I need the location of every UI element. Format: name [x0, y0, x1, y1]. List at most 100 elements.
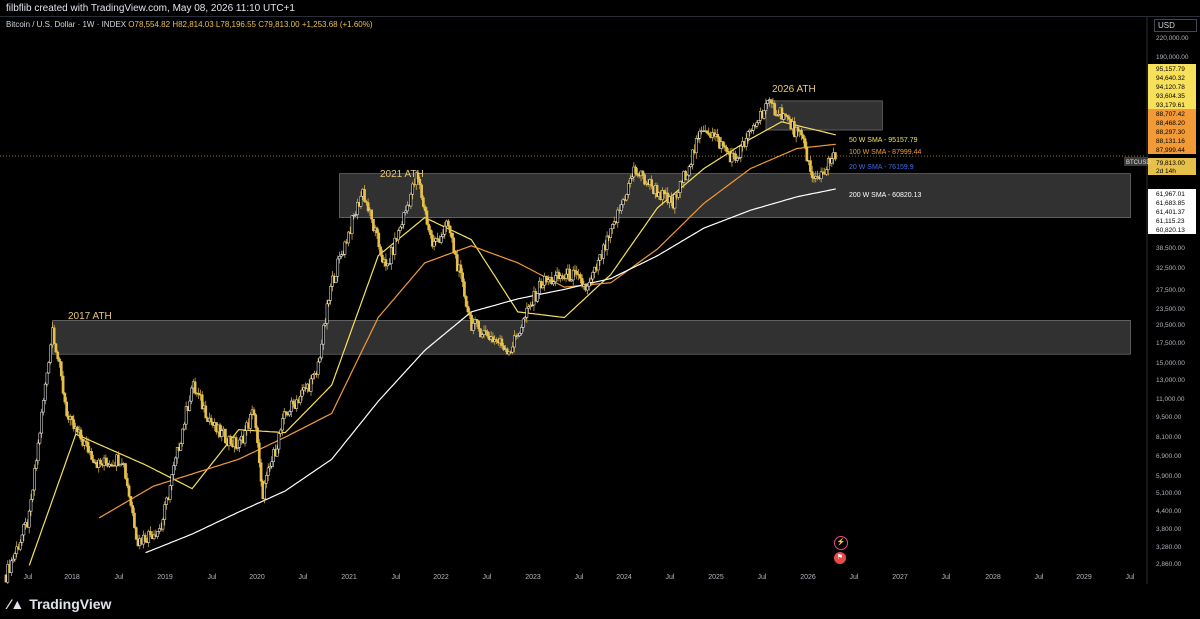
candle-body	[721, 141, 725, 147]
price-scale-label: 20,500.00	[1156, 322, 1185, 329]
flag-event-icon[interactable]: ⚑	[834, 552, 846, 564]
candle-body	[486, 331, 489, 337]
candle-body	[174, 457, 177, 466]
candle-body	[375, 227, 379, 234]
candle-body	[65, 401, 68, 417]
candle-body	[92, 459, 95, 463]
candle-body	[420, 184, 423, 198]
candle-body	[27, 510, 31, 528]
candle-body	[341, 253, 345, 256]
candle-body	[830, 158, 834, 164]
candle-body	[38, 432, 42, 444]
candle-body	[22, 524, 26, 536]
candle-body	[268, 466, 272, 469]
legend-low: L78,196.55	[215, 20, 256, 29]
candle-body	[129, 496, 133, 506]
candle-body	[229, 436, 233, 445]
time-axis-label: Jul	[1126, 574, 1135, 581]
tradingview-logo[interactable]: ⁄▲ TradingView	[8, 596, 111, 612]
candle-body	[455, 254, 459, 272]
candle-body	[554, 275, 557, 282]
candle-body	[432, 241, 436, 247]
price-scale-label: 3,800.00	[1156, 526, 1182, 533]
time-axis-label: Jul	[392, 574, 401, 581]
candle-body	[99, 459, 102, 464]
symbol-tag-bg	[1124, 157, 1148, 166]
candle-body	[411, 183, 415, 195]
time-axis-label: Jul	[208, 574, 217, 581]
candle-body	[803, 138, 807, 148]
candle-body	[545, 275, 548, 283]
candle-body	[6, 564, 10, 583]
time-axis-label: 2025	[708, 574, 724, 581]
candle-body	[436, 238, 439, 240]
candle-body	[819, 171, 823, 179]
candle-body	[197, 392, 200, 395]
candle-body	[546, 279, 550, 283]
candle-body	[325, 303, 329, 324]
candle-body	[300, 389, 304, 397]
price-chart[interactable]: 2017 ATH 2021 ATH 2026 ATH 50 W SMA - 95157…	[0, 17, 1200, 585]
candle-body	[377, 232, 381, 248]
candle-body	[466, 306, 470, 313]
price-tag-bg	[1148, 109, 1196, 118]
price-tag-text: 88,131.16	[1156, 138, 1185, 145]
candle-body	[84, 440, 88, 443]
currency-selector[interactable]: USD	[1154, 19, 1197, 32]
label-2017-ath: 2017 ATH	[68, 311, 112, 322]
candle-body	[52, 327, 56, 344]
candle-body	[773, 103, 777, 116]
time-axis-label: Jul	[666, 574, 675, 581]
candle-body	[298, 395, 302, 403]
candle-body	[127, 485, 131, 497]
candle-body	[725, 147, 728, 152]
legend-close: C79,813.00	[258, 20, 300, 29]
price-tag-text: 94,640.32	[1156, 75, 1185, 82]
candle-body	[43, 383, 47, 401]
candle-body	[536, 293, 539, 302]
time-axis-label: 2018	[64, 574, 80, 581]
candle-body	[83, 440, 86, 446]
candle-body	[234, 437, 238, 449]
candle-body	[784, 113, 787, 116]
candle-body	[409, 193, 413, 207]
candle-body	[183, 423, 186, 430]
ath-zone-0	[52, 320, 1131, 355]
candle-body	[63, 392, 67, 403]
price-scale-label: 4,400.00	[1156, 508, 1182, 515]
candle-body	[236, 447, 240, 449]
candle-body	[568, 268, 571, 282]
candle-body	[425, 210, 429, 225]
candle-body	[716, 134, 720, 138]
sma-line-2	[145, 188, 836, 554]
candle-body	[18, 542, 22, 550]
price-scale-label: 17,500.00	[1156, 340, 1185, 347]
candle-body	[787, 116, 791, 120]
candle-body	[805, 146, 809, 162]
candle-body	[389, 247, 393, 264]
candle-body	[386, 263, 390, 267]
candle-body	[475, 319, 479, 322]
candle-body	[72, 419, 76, 429]
legend-high: H82,814.03	[172, 20, 214, 29]
price-tag-bg	[1148, 207, 1196, 216]
candle-body	[418, 178, 422, 186]
time-axis-label: Jul	[1035, 574, 1044, 581]
candle-body	[398, 226, 402, 231]
legend-change: +1,253.68 (+1.60%)	[301, 20, 373, 29]
candle-body	[149, 531, 152, 535]
candle-body	[521, 318, 525, 328]
candle-body	[133, 512, 136, 528]
candle-body	[90, 451, 93, 460]
candle-body	[755, 122, 759, 127]
lightning-event-icon[interactable]: ⚡	[834, 536, 848, 550]
price-tag-bg	[1148, 118, 1196, 127]
chart-frame[interactable]: 2017 ATH 2021 ATH 2026 ATH 50 W SMA - 95157…	[0, 16, 1200, 586]
time-axis-label: Jul	[115, 574, 124, 581]
brand-name: TradingView	[29, 596, 112, 612]
price-tag-bg	[1148, 198, 1196, 207]
candle-body	[284, 411, 288, 414]
candle-body	[762, 110, 766, 119]
candle-body	[518, 333, 522, 336]
price-tag-bg	[1148, 64, 1196, 73]
